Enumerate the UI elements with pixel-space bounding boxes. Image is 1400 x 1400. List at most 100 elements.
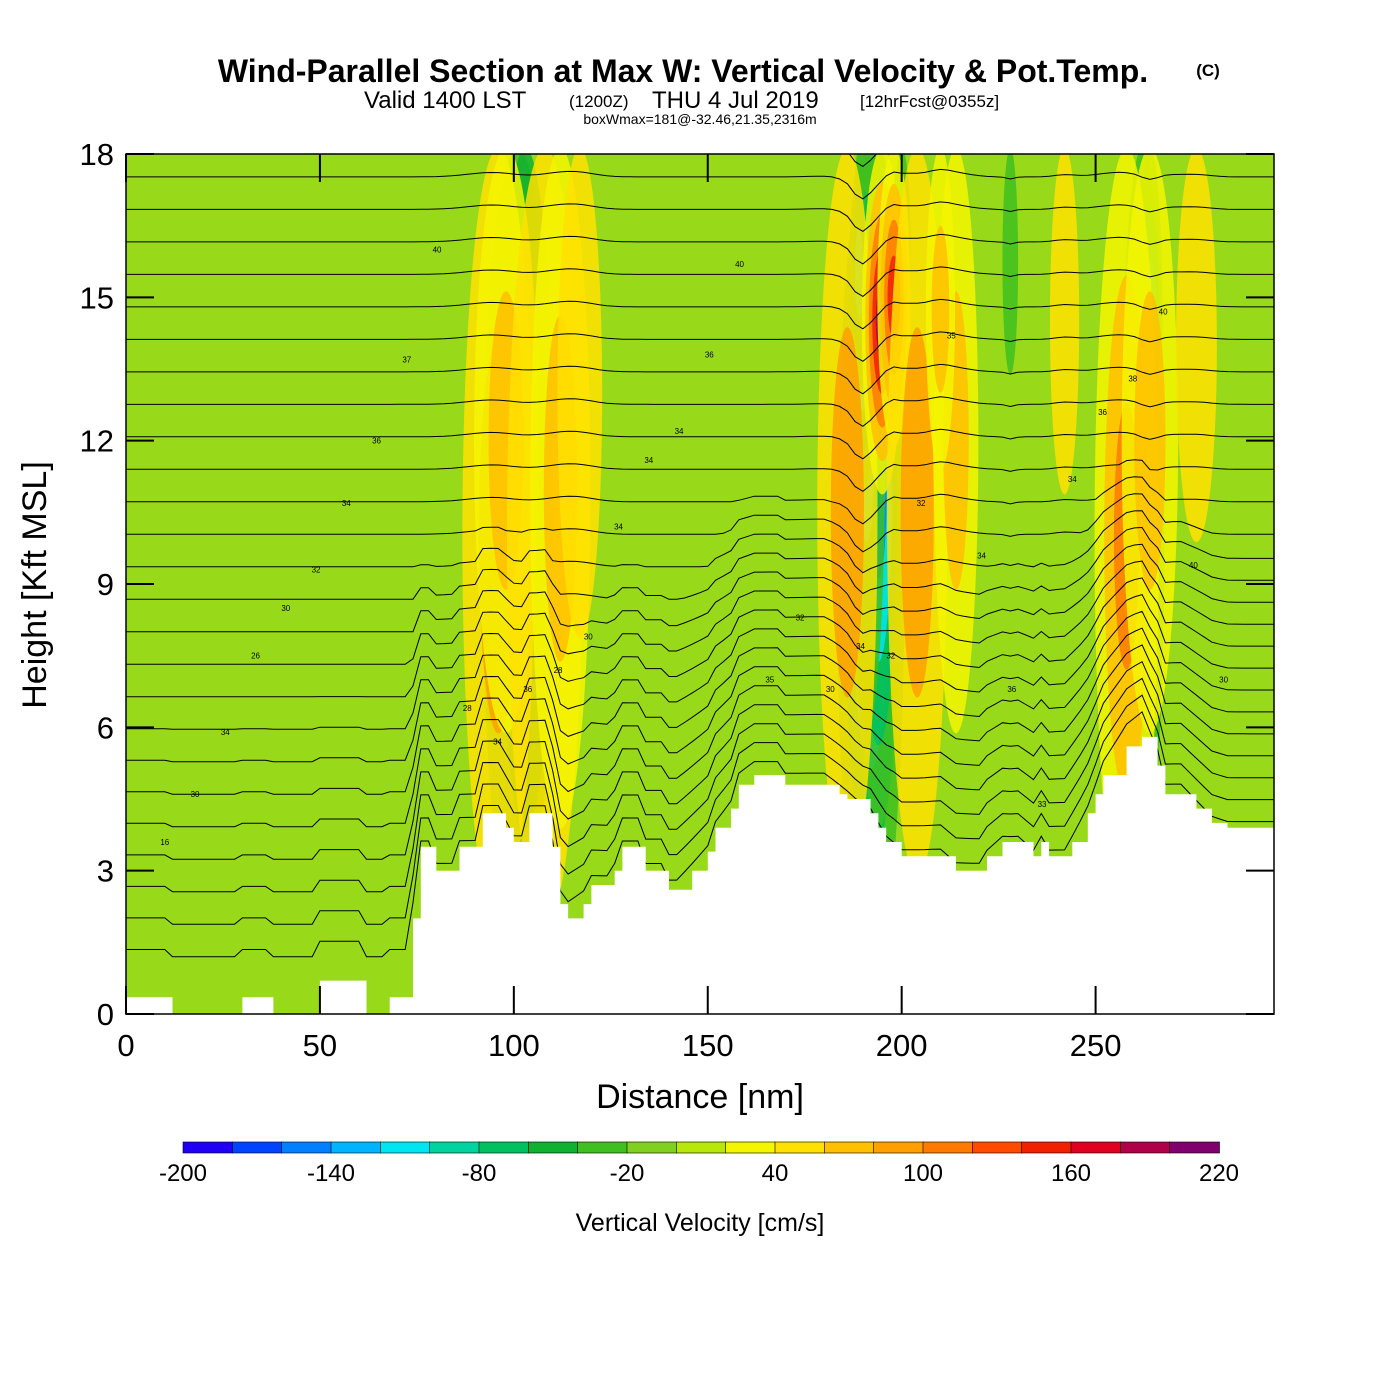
isentrope-line: [126, 543, 1274, 633]
y-tick-label: 3: [97, 854, 114, 889]
colorbar-segment: [774, 1141, 826, 1154]
contour-labels: 16 30 34 26 30 32 34 36 37 40 28 34 36 28 30 34 34 34 36 40…: [160, 246, 1228, 847]
colorbar-segment: [1169, 1141, 1220, 1154]
colorbar-segment: [429, 1141, 480, 1154]
x-tick-label: 100: [488, 1028, 540, 1063]
isentrope-line: [126, 627, 1274, 795]
y-tick-label: 18: [80, 137, 114, 172]
colorbar-tick-label: 100: [903, 1160, 943, 1187]
boxwmax-label: boxWmax=181@-32.46,21.35,2316m: [583, 111, 816, 127]
isentrope-line: [126, 610, 1274, 763]
isentrope-line: [126, 577, 1274, 698]
y-tick-label: 9: [97, 567, 114, 602]
updraft-cell: [1134, 291, 1166, 590]
isentrope-line: [126, 266, 1274, 298]
valid-line: Valid 1400 LST (1200Z) THU 4 Jul 2019 [1…: [364, 87, 999, 114]
chart-title: Wind-Parallel Section at Max W: Vertical…: [218, 53, 1148, 89]
plot-area: 16 30 34 26 30 32 34 36 37 40 28 34 36 28 30 34 34 34 36 40…: [126, 154, 1274, 1014]
contour-label: 34: [675, 427, 684, 436]
x-axis: 0 50 100 150 200 250: [117, 154, 1121, 1063]
y-tick-label: 15: [80, 280, 114, 315]
colorbar-tick-label: 220: [1199, 1160, 1239, 1187]
contour-label: 40: [1189, 561, 1198, 570]
isentrope-line: [126, 233, 1274, 265]
isentrope-line: [126, 510, 1274, 574]
contour-label: 36: [372, 437, 381, 446]
colorbar-segment: [281, 1141, 332, 1154]
contour-label: 28: [554, 666, 563, 675]
contour-label: 16: [160, 838, 169, 847]
isentrope-line: [126, 298, 1274, 330]
isentrope-line: [126, 526, 1274, 600]
isentrope-line: [126, 711, 1274, 958]
colorbar-tick-label: -200: [159, 1160, 207, 1187]
colorbar-segment: [232, 1141, 283, 1154]
updraft-cell: [557, 154, 603, 638]
updraft-cell: [830, 327, 864, 698]
contour-label: 26: [251, 652, 260, 661]
contour-label: 32: [917, 499, 926, 508]
contour-label: 34: [493, 738, 502, 747]
contour-label: 32: [886, 652, 895, 661]
colorbar-segment: [1120, 1141, 1171, 1154]
colorbar-segment: [478, 1141, 530, 1154]
x-tick-label: 150: [682, 1028, 734, 1063]
x-tick-label: 200: [876, 1028, 928, 1063]
colorbar-segment: [824, 1141, 875, 1154]
contour-label: 34: [614, 523, 623, 532]
contour-label: 33: [1038, 800, 1047, 809]
contour-label: 35: [765, 676, 774, 685]
contour-label: 32: [796, 613, 805, 622]
colorbar: -200 -140 -80 -20 40 100 160 220: [159, 1141, 1239, 1187]
updraft-cell: [931, 225, 950, 393]
isentrope-line: [126, 677, 1274, 893]
x-tick-label: 50: [303, 1028, 337, 1063]
colorbar-tick-label: 160: [1051, 1160, 1091, 1187]
isentrope-line: [126, 476, 1274, 525]
contour-label: 35: [947, 332, 956, 341]
contour-label: 34: [856, 642, 865, 651]
contour-label: 40: [1159, 308, 1168, 317]
isentrope-line: [126, 459, 1274, 492]
contour-label: 30: [826, 685, 835, 694]
colorbar-segment: [380, 1141, 431, 1154]
x-tick-label: 250: [1070, 1028, 1122, 1063]
contour-label: 34: [221, 728, 230, 737]
contour-label: 40: [433, 246, 442, 255]
contour-label: 30: [584, 633, 593, 642]
isentrope-line: [126, 363, 1274, 395]
contour-label: 28: [463, 704, 472, 713]
contour-label: 34: [1068, 475, 1077, 484]
colorbar-label: Vertical Velocity [cm/s]: [576, 1209, 825, 1237]
isentrope-line: [126, 331, 1274, 362]
valid-prefix: Valid 1400 LST: [364, 87, 527, 114]
valid-utc: (1200Z): [569, 92, 629, 111]
x-tick-label: 0: [117, 1028, 134, 1063]
contour-label: 36: [523, 685, 532, 694]
isentropes: [126, 154, 1274, 958]
contour-label: 37: [402, 355, 411, 364]
colorbar-segment: [626, 1141, 678, 1154]
y-axis-label: Height [Kft MSL]: [16, 461, 54, 709]
colorbar-segment: [330, 1141, 382, 1154]
colorbar-segment: [873, 1141, 924, 1154]
updraft-cell: [900, 327, 934, 698]
colorbar-segment: [1021, 1141, 1072, 1154]
colorbar-segment: [922, 1141, 974, 1154]
terrain-mask: [126, 736, 1274, 1014]
colorbar-segment: [182, 1141, 234, 1154]
y-tick-label: 0: [97, 997, 114, 1032]
contour-label: 36: [705, 351, 714, 360]
y-tick-label: 6: [97, 710, 114, 745]
isentrope-line: [126, 168, 1274, 200]
contour-label: 30: [191, 790, 200, 799]
colorbar-segment: [972, 1141, 1023, 1154]
contour-label: 34: [644, 456, 653, 465]
y-tick-label: 12: [80, 424, 114, 459]
isentrope-line: [126, 560, 1274, 665]
isentrope-line: [126, 428, 1274, 460]
contour-label: 30: [281, 604, 290, 613]
x-axis-label: Distance [nm]: [596, 1078, 804, 1116]
isentrope-line: [126, 594, 1274, 730]
